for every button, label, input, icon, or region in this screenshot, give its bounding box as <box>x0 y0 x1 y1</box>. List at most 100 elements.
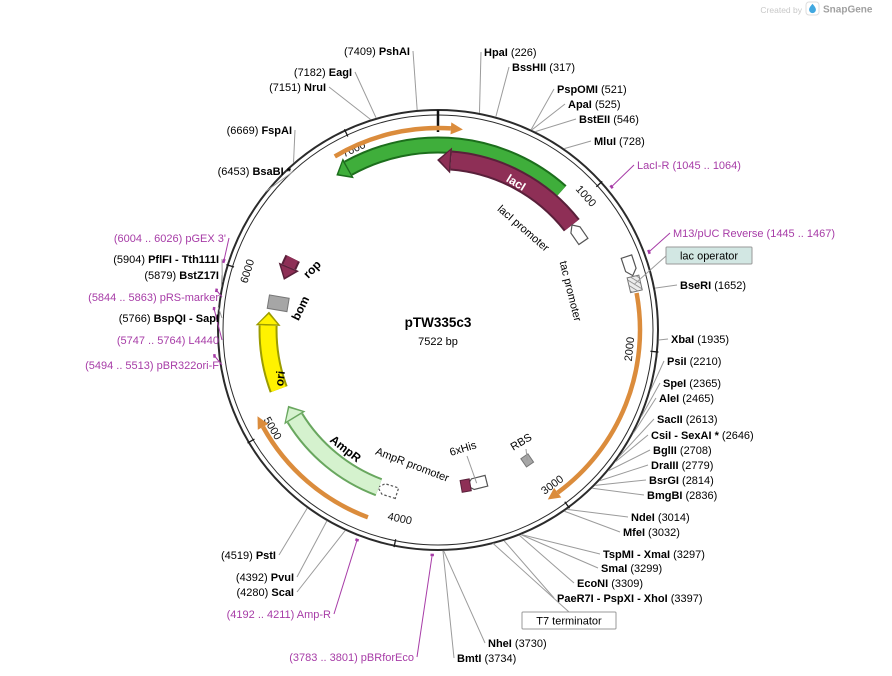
feature-label-tac-promoter[interactable]: tac promoter <box>557 260 584 323</box>
feature-tac-promoter[interactable] <box>620 254 638 277</box>
enzyme-site-label-bmgbi[interactable]: BmgBI (2836) <box>647 490 717 502</box>
enzyme-site-label-bsabi[interactable]: (6453) BsaBI * <box>218 166 292 178</box>
leader-smai <box>520 534 599 569</box>
leader-paer7i-pspxi-xhoi <box>503 540 555 599</box>
enzyme-site-label-bsteii[interactable]: BstEII (546) <box>579 114 639 126</box>
primer-glyph-laci-r[interactable] <box>609 184 614 189</box>
enzyme-site-label-bsshii[interactable]: BssHII (317) <box>512 62 575 74</box>
leader-bspqi-sapi <box>217 306 223 319</box>
primer-label-m13-puc-reverse[interactable]: M13/pUC Reverse (1445 .. 1467) <box>673 228 835 240</box>
feature-bom[interactable] <box>266 294 290 313</box>
leader-nhei <box>443 550 486 644</box>
enzyme-site-label-paer7i-pspxi-xhoi[interactable]: PaeR7I - PspXI - XhoI (3397) <box>557 593 703 605</box>
primer-label-pbrforeco[interactable]: (3783 .. 3801) pBRforEco <box>289 652 414 664</box>
primer-label-pbr322ori-f[interactable]: (5494 .. 5513) pBR322ori-F <box>85 360 219 372</box>
enzyme-site-label-hpai[interactable]: HpaI (226) <box>484 47 537 59</box>
primer-label-amp-r[interactable]: (4192 .. 4211) Amp-R <box>227 609 331 621</box>
feature-label-rop[interactable]: rop <box>300 257 324 281</box>
feature-rbs[interactable] <box>520 453 535 468</box>
primer-glyph-pgex-3[interactable] <box>222 258 226 264</box>
feature-orf-top[interactable] <box>333 122 463 159</box>
enzyme-site-label-bsrgi[interactable]: BsrGI (2814) <box>649 475 714 487</box>
enzyme-site-label-bspqi-sapi[interactable]: (5766) BspQI - SapI <box>119 313 219 325</box>
enzyme-site-label-mlui[interactable]: MluI (728) <box>594 136 645 148</box>
feature-ampr-promoter[interactable] <box>376 482 400 500</box>
feature-label-ampr-promoter[interactable]: AmpR promoter <box>374 446 451 485</box>
primer-glyph-m13-puc-reverse[interactable] <box>647 249 651 255</box>
enzyme-site-label-xbai[interactable]: XbaI (1935) <box>671 334 729 346</box>
enzyme-site-label-apai[interactable]: ApaI (525) <box>568 99 621 111</box>
leader-apai <box>531 103 566 131</box>
watermark-brand: SnapGene <box>823 5 873 16</box>
feature-orf-amp[interactable] <box>257 416 369 520</box>
leader-lac-operator <box>634 255 667 285</box>
enzyme-site-label-bmti[interactable]: BmtI (3734) <box>457 653 516 665</box>
enzyme-site-label-bglii[interactable]: BglII (2708) <box>653 445 712 457</box>
bp-tick-label-1000: 1000 <box>573 183 598 209</box>
leader-alei <box>632 397 657 434</box>
enzyme-site-label-tspmi-xmai[interactable]: TspMI - XmaI (3297) <box>603 549 705 561</box>
enzyme-site-label-smai[interactable]: SmaI (3299) <box>601 563 662 575</box>
enzyme-site-label-scai[interactable]: (4280) ScaI <box>237 587 295 599</box>
boxed-label-t7-terminator[interactable]: T7 terminator <box>521 611 617 630</box>
enzyme-site-label-sacii[interactable]: SacII (2613) <box>657 414 718 426</box>
feature-rop[interactable] <box>278 254 300 280</box>
feature-laci[interactable] <box>437 147 580 232</box>
enzyme-site-label-csii-sexai[interactable]: CsiI - SexAI * (2646) <box>651 430 754 442</box>
svg-text:T7 terminator: T7 terminator <box>536 616 602 628</box>
enzyme-site-label-mfei[interactable]: MfeI (3032) <box>623 527 680 539</box>
leader-draiii <box>599 464 649 482</box>
feature-ampr[interactable] <box>284 405 383 497</box>
enzyme-site-label-psti[interactable]: (4519) PstI <box>221 550 276 562</box>
leader-econi <box>519 535 575 584</box>
leader-pvui <box>296 520 328 578</box>
primer-glyph-amp-r[interactable] <box>354 538 360 542</box>
enzyme-site-label-ndei[interactable]: NdeI (3014) <box>631 512 690 524</box>
feature-label-laci-promoter[interactable]: lacI promoter <box>495 203 552 254</box>
enzyme-site-label-psii[interactable]: PsiI (2210) <box>667 356 721 368</box>
enzyme-site-label-eagi[interactable]: (7182) EagI <box>294 67 352 79</box>
leader-fspai <box>293 129 296 163</box>
enzyme-site-label-pspomi[interactable]: PspOMI (521) <box>557 84 627 96</box>
enzyme-site-label-fspai[interactable]: (6669) FspAI <box>227 125 292 137</box>
enzyme-site-label-econi[interactable]: EcoNI (3309) <box>577 578 643 590</box>
primer-label-laci-r[interactable]: LacI-R (1045 .. 1064) <box>637 160 741 172</box>
primer-glyph-prs-marker[interactable] <box>214 288 219 293</box>
feature-label-sixhis[interactable]: 6xHis <box>448 439 478 459</box>
feature-label-ori[interactable]: ori <box>272 370 288 387</box>
bp-tick-2000 <box>650 350 659 353</box>
feature-ori[interactable] <box>255 311 288 393</box>
feature-green-orf[interactable] <box>336 136 567 199</box>
primer-label-prs-marker[interactable]: (5844 .. 5863) pRS-marker <box>88 292 219 304</box>
bp-tick-3000 <box>564 501 571 509</box>
enzyme-site-label-spei[interactable]: SpeI (2365) <box>663 378 721 390</box>
enzyme-site-label-bstz17i[interactable]: (5879) BstZ17I <box>144 270 219 282</box>
leader-bsshii <box>495 66 510 117</box>
enzyme-site-label-pvui[interactable]: (4392) PvuI <box>236 572 294 584</box>
leader-pshai <box>412 50 418 111</box>
feature-laci-promoter[interactable] <box>567 222 589 246</box>
leader-ndei <box>567 508 629 518</box>
leader-pspomi <box>530 88 555 130</box>
feature-tag-box[interactable] <box>459 478 472 493</box>
primer-label-pgex-3[interactable]: (6004 .. 6026) pGEX 3' <box>114 233 226 245</box>
bp-tick-5000 <box>247 438 255 444</box>
enzyme-site-label-bseri[interactable]: BseRI (1652) <box>680 280 746 292</box>
enzyme-site-label-alei[interactable]: AleI (2465) <box>659 393 714 405</box>
primer-label-l4440[interactable]: (5747 .. 5764) L4440 <box>117 335 219 347</box>
feature-orf-main[interactable] <box>547 292 643 500</box>
feature-label-bom[interactable]: bom <box>289 294 313 323</box>
enzyme-site-label-draiii[interactable]: DraIII (2779) <box>651 460 713 472</box>
leader-bseri <box>654 284 678 289</box>
snapgene-logo-icon <box>805 1 820 16</box>
enzyme-site-label-pshai[interactable]: (7409) PshAI <box>344 46 410 58</box>
leader-bsrgi <box>595 479 647 486</box>
feature-label-rbs[interactable]: RBS <box>509 431 535 453</box>
enzyme-site-label-nrui[interactable]: (7151) NruI <box>269 82 326 94</box>
enzyme-site-label-nhei[interactable]: NheI (3730) <box>488 638 547 650</box>
boxed-label-lac-operator[interactable]: lac operator <box>665 246 753 265</box>
bp-tick-4000 <box>393 539 397 548</box>
leader-sacii <box>618 418 655 458</box>
enzyme-site-label-pflfi-tth111i[interactable]: (5904) PflFI - Tth111I <box>113 254 219 266</box>
